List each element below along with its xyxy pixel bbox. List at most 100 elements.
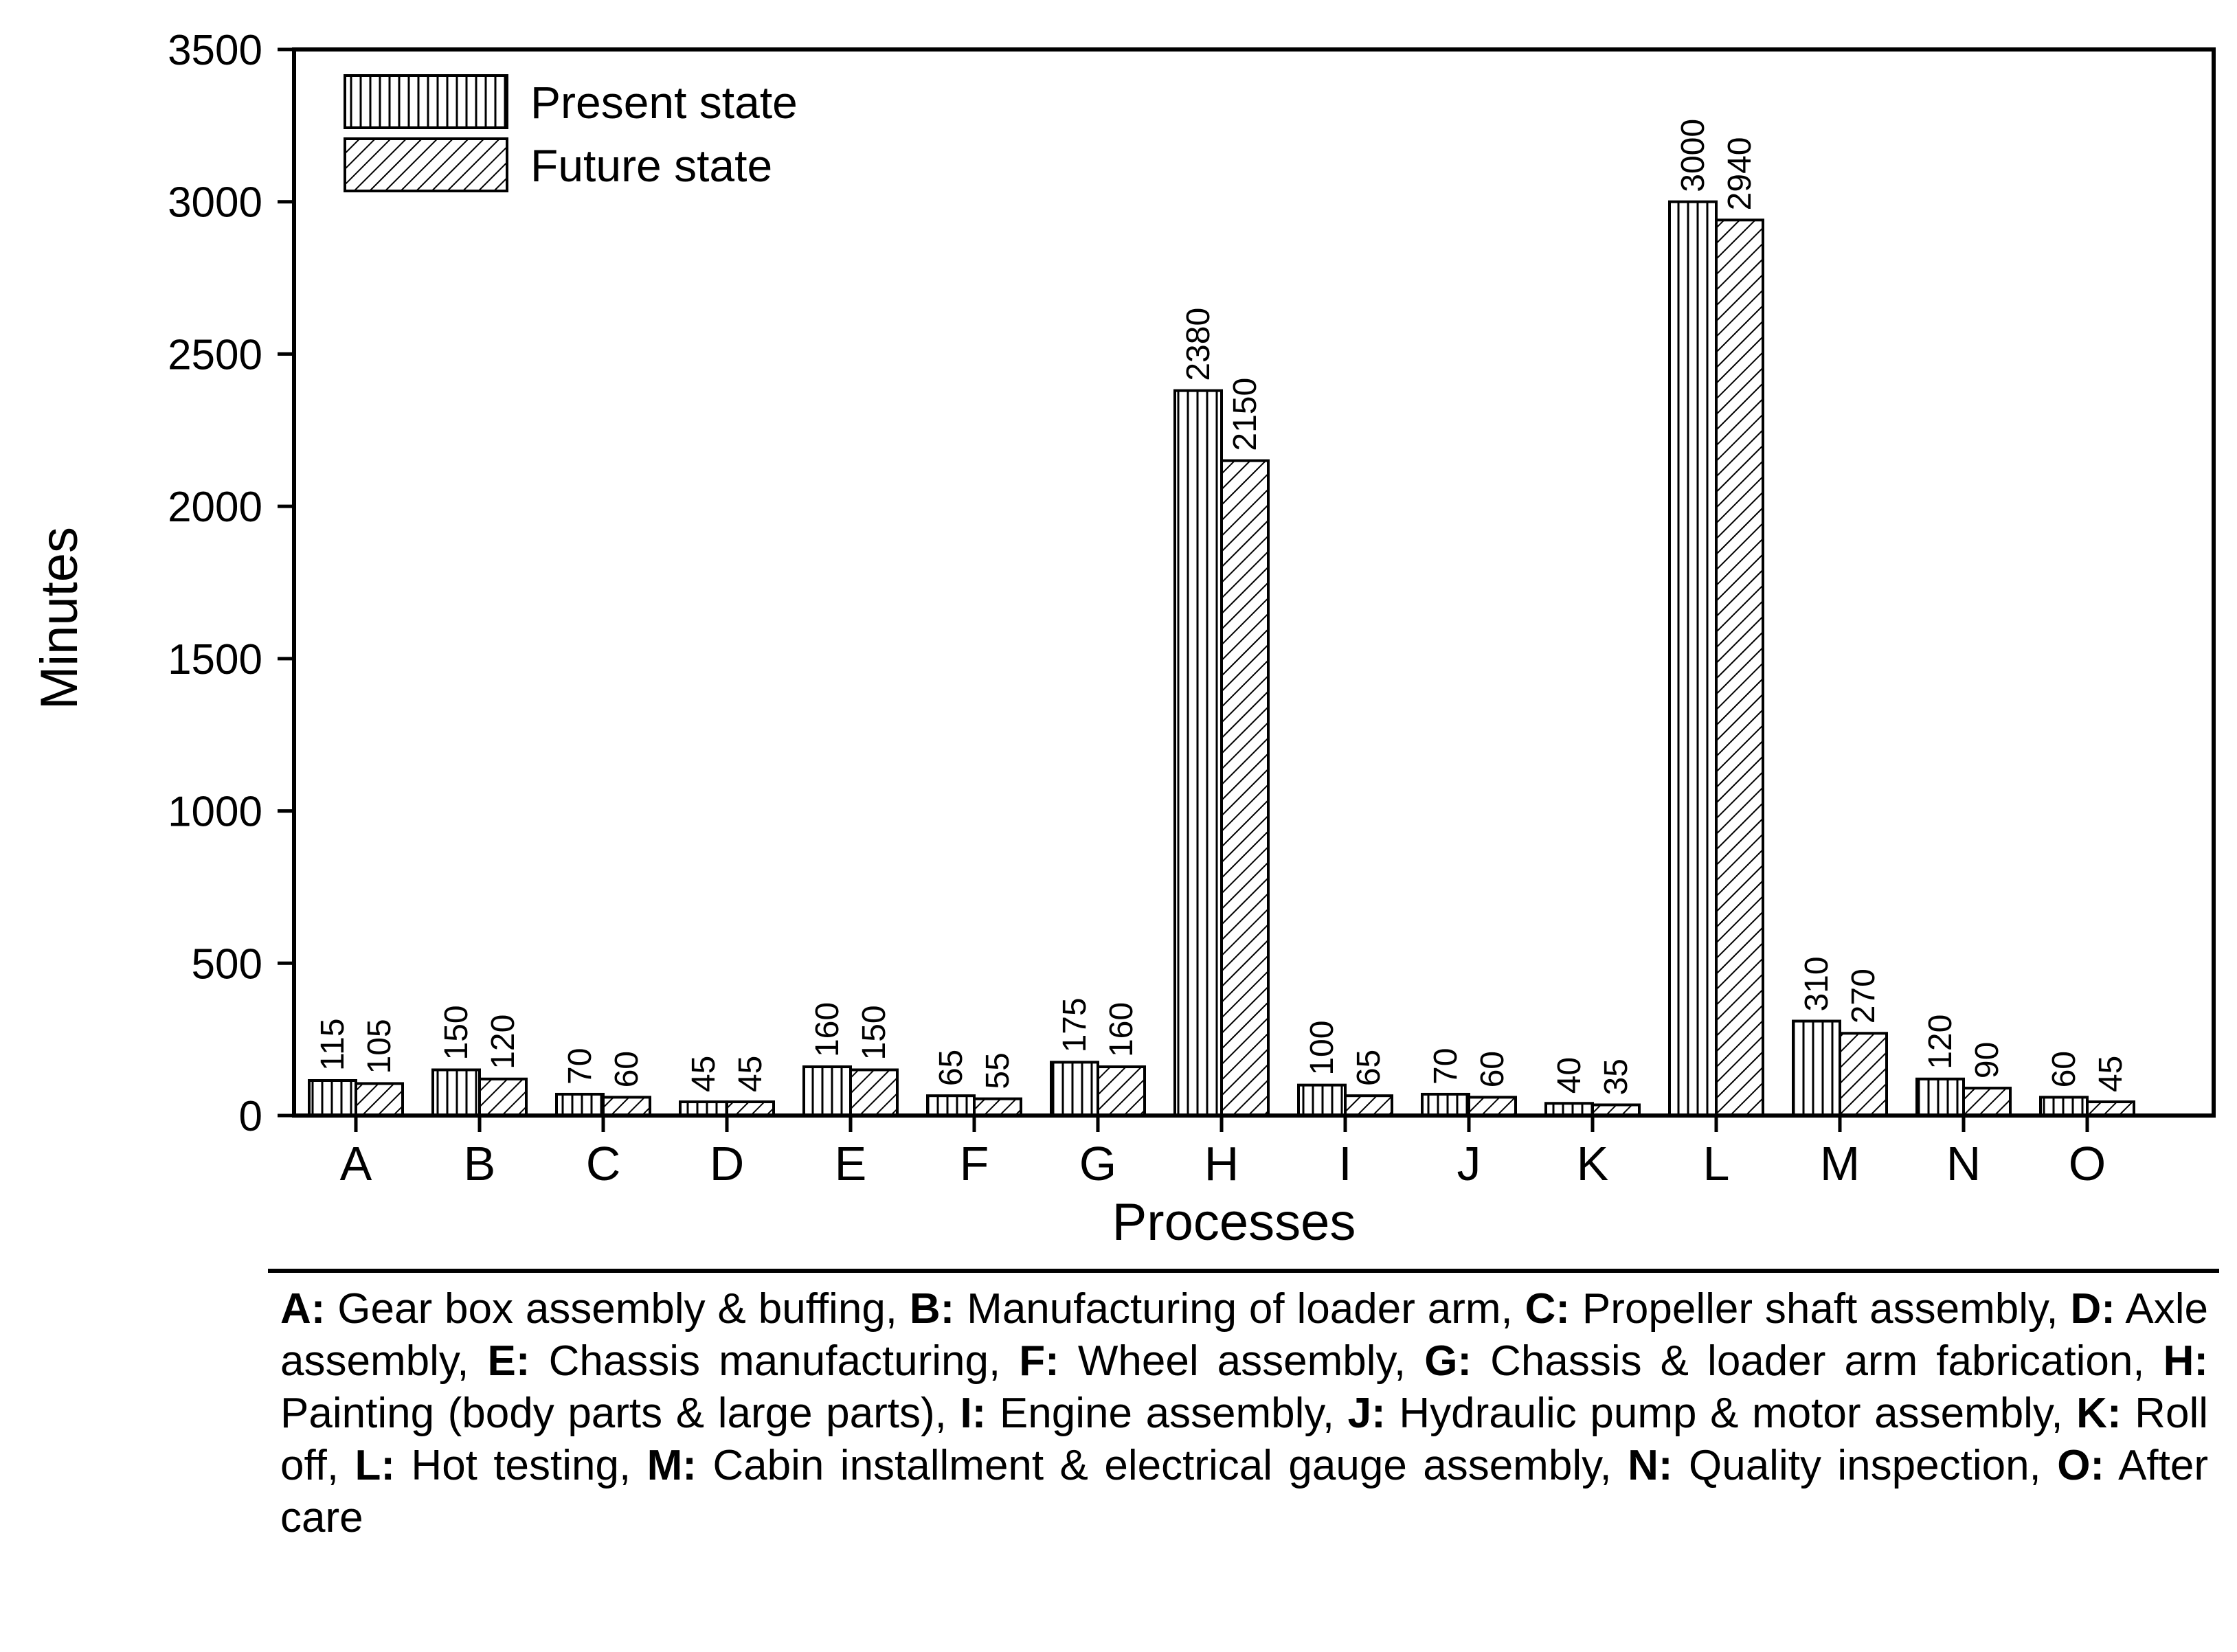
data-label-future-e: 150 xyxy=(856,1005,892,1060)
caption-desc-g: Chassis & loader arm fabrication, xyxy=(1472,1337,2163,1385)
bar-future-e xyxy=(849,1068,899,1117)
bar-present-a xyxy=(308,1079,357,1118)
caption-desc-o: After care xyxy=(280,1442,2209,1541)
x-tick-label-c: C xyxy=(586,1137,621,1190)
bar-future-n xyxy=(1962,1087,2012,1118)
legend-swatch-future xyxy=(344,137,508,192)
x-tick-label-k: K xyxy=(1577,1137,1609,1190)
caption-desc-c: Propeller shaft assembly, xyxy=(1570,1285,2071,1333)
y-tick-label-500: 500 xyxy=(192,940,262,988)
caption-key-j: J: xyxy=(1347,1390,1386,1437)
bar-present-c xyxy=(555,1092,605,1117)
caption-desc-a: Gear box assembly & buffing, xyxy=(325,1285,910,1333)
bar-present-f xyxy=(926,1094,976,1117)
data-label-present-i: 100 xyxy=(1304,1021,1340,1076)
bar-future-a xyxy=(355,1082,404,1117)
bar-future-g xyxy=(1097,1065,1146,1117)
caption-desc-d: Axle assembly, xyxy=(280,1285,2208,1385)
bar-future-h xyxy=(1220,459,1270,1117)
data-label-present-c: 70 xyxy=(562,1048,598,1085)
caption-key-o: O: xyxy=(2057,1442,2105,1489)
bar-present-h xyxy=(1173,389,1223,1117)
legend: Present state Future state xyxy=(344,74,798,192)
caption-desc-k: Roll off, xyxy=(280,1390,2208,1489)
x-tick-label-h: H xyxy=(1204,1137,1239,1190)
bar-present-e xyxy=(802,1065,852,1117)
caption-key-h: H: xyxy=(2163,1337,2209,1385)
y-tick-label-2500: 2500 xyxy=(168,331,262,378)
bar-future-b xyxy=(478,1077,528,1118)
data-label-future-i: 65 xyxy=(1351,1050,1387,1086)
data-label-present-n: 120 xyxy=(1922,1015,1959,1070)
x-tick-label-f: F xyxy=(960,1137,989,1190)
legend-swatch-present xyxy=(344,74,508,129)
caption-desc-b: Manufacturing of loader arm, xyxy=(954,1285,1525,1333)
data-label-present-h: 2380 xyxy=(1180,308,1217,381)
bar-future-f xyxy=(973,1097,1022,1118)
caption-desc-m: Cabin installment & electrical gauge ass… xyxy=(696,1442,1628,1489)
legend-label-future: Future state xyxy=(530,140,772,191)
data-label-present-j: 70 xyxy=(1428,1048,1464,1085)
axes: A B C D E F G H I J K L M N O 0 500 1000 1500 2000 2500 3000 3… xyxy=(168,27,2216,1190)
data-label-present-l: 3000 xyxy=(1675,119,1711,192)
caption-desc-h: Painting (body parts & large parts), xyxy=(280,1390,960,1437)
x-tick-label-a: A xyxy=(340,1137,372,1190)
legend-label-present: Present state xyxy=(530,77,798,128)
caption-key-d: D: xyxy=(2070,1285,2115,1333)
caption-desc-n: Quality inspection, xyxy=(1672,1442,2058,1489)
data-label-future-n: 90 xyxy=(1969,1042,2005,1078)
caption-desc-j: Hydraulic pump & motor assembly, xyxy=(1385,1390,2077,1437)
data-label-future-j: 60 xyxy=(1474,1051,1511,1087)
y-tick-label-2000: 2000 xyxy=(168,484,262,531)
x-tick-label-i: I xyxy=(1338,1137,1351,1190)
data-label-present-m: 310 xyxy=(1799,956,1835,1011)
y-tick-label-1500: 1500 xyxy=(168,636,262,683)
plot-frame xyxy=(292,47,2216,1118)
bar-present-g xyxy=(1050,1061,1099,1118)
data-label-present-d: 45 xyxy=(686,1056,722,1092)
data-label-future-m: 270 xyxy=(1845,969,1882,1023)
data-label-present-e: 160 xyxy=(809,1002,846,1057)
bars xyxy=(308,200,2135,1118)
bar-future-j xyxy=(1468,1096,1517,1118)
bar-future-m xyxy=(1839,1032,1888,1118)
x-tick-label-g: G xyxy=(1079,1137,1116,1190)
bar-present-i xyxy=(1297,1083,1347,1117)
caption-key-a: A: xyxy=(280,1285,326,1333)
bar-chart: 115 105 150 120 70 60 45 45 160 150 65 55 175 160 2380… xyxy=(30,27,2216,1252)
data-label-future-c: 60 xyxy=(609,1051,645,1087)
data-label-present-o: 60 xyxy=(2046,1051,2082,1087)
bar-present-m xyxy=(1792,1019,1841,1117)
caption-key-n: N: xyxy=(1628,1442,1673,1489)
x-tick-label-b: B xyxy=(464,1137,496,1190)
caption-key-e: E: xyxy=(487,1337,530,1385)
bar-future-i xyxy=(1344,1094,1393,1117)
caption-divider xyxy=(268,1269,2219,1273)
bar-present-l xyxy=(1668,200,1718,1118)
caption-key-c: C: xyxy=(1525,1285,1571,1333)
caption-key-m: M: xyxy=(647,1442,697,1489)
bar-present-o xyxy=(2039,1096,2089,1118)
process-legend-caption: A: Gear box assembly & buffing, B: Manuf… xyxy=(280,1283,2208,1544)
x-axis-title: Processes xyxy=(1112,1193,1356,1252)
data-label-future-h: 2150 xyxy=(1227,378,1263,451)
caption-key-b: B: xyxy=(909,1285,955,1333)
x-tick-label-n: N xyxy=(1946,1137,1981,1190)
bar-present-n xyxy=(1915,1077,1965,1118)
x-tick-label-l: L xyxy=(1703,1137,1730,1190)
y-tick-label-3000: 3000 xyxy=(168,179,262,227)
data-label-present-k: 40 xyxy=(1551,1057,1588,1094)
data-label-present-a: 115 xyxy=(315,1018,351,1071)
x-tick-label-e: E xyxy=(835,1137,867,1190)
caption-desc-i: Engine assembly, xyxy=(986,1390,1348,1437)
data-label-future-l: 2940 xyxy=(1722,137,1758,211)
y-axis-title: Minutes xyxy=(30,527,89,710)
caption-key-l: L: xyxy=(355,1442,395,1489)
data-label-present-g: 175 xyxy=(1057,997,1093,1052)
caption-key-f: F: xyxy=(1019,1337,1059,1385)
data-label-future-k: 35 xyxy=(1598,1059,1634,1095)
data-label-future-a: 105 xyxy=(361,1019,398,1074)
bar-future-l xyxy=(1715,218,1764,1118)
caption-key-k: K: xyxy=(2076,1390,2122,1437)
data-label-future-o: 45 xyxy=(2093,1056,2129,1092)
